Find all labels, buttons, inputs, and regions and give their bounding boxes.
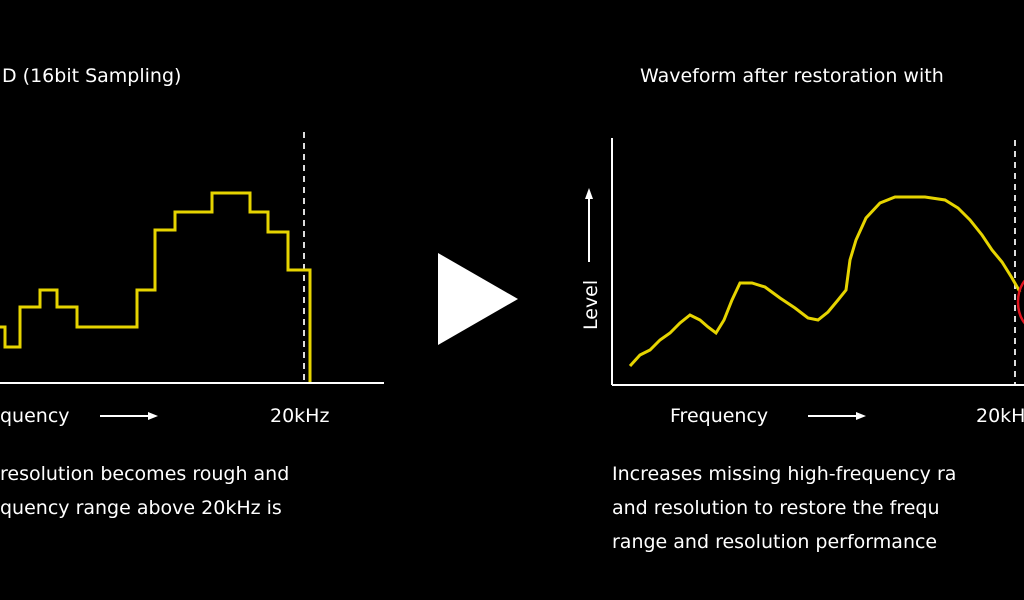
level-arrow-head	[585, 188, 593, 199]
axis-arrow-head	[856, 412, 866, 420]
caption-line: Increases missing high-frequency ra	[612, 463, 956, 485]
caption-line: range and resolution performance	[612, 531, 937, 553]
left-title: D (16bit Sampling)	[2, 65, 181, 87]
marker-label: 20kHz	[270, 405, 329, 427]
axis-arrow-head	[148, 412, 158, 420]
restored-waveform	[628, 195, 1022, 368]
x-axis-label: Frequency	[670, 405, 768, 427]
stepped-waveform	[0, 191, 312, 383]
caption-line: and resolution to restore the frequ	[612, 497, 940, 519]
y-axis-label: Level	[580, 280, 602, 330]
transition-arrow	[438, 253, 518, 345]
highlight-circle	[1016, 279, 1024, 325]
caption-line: quency range above 20kHz is	[0, 497, 282, 519]
right-title: Waveform after restoration with	[640, 65, 944, 87]
caption-line: resolution becomes rough and	[0, 463, 289, 485]
x-axis-label: quency	[0, 405, 70, 427]
marker-label: 20kH	[976, 405, 1024, 427]
